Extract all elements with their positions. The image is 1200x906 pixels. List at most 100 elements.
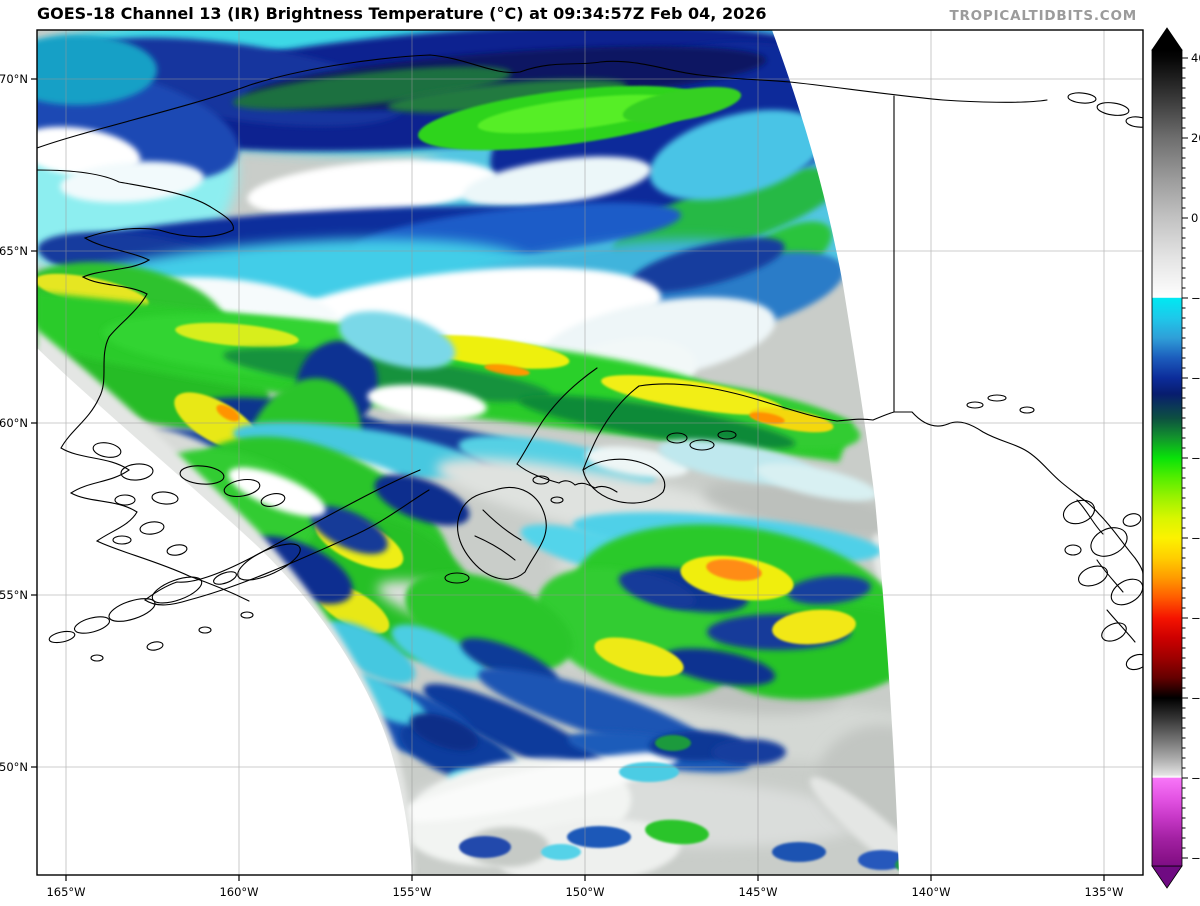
colorbar-tick-label: −70	[1191, 691, 1200, 705]
island-outline	[1090, 527, 1128, 557]
y-tick-label: 65°N	[0, 244, 28, 258]
satellite-imagery-map	[36, 29, 1144, 876]
cloud-blob	[567, 826, 631, 848]
island-outline	[1064, 544, 1082, 556]
island-outline	[48, 630, 76, 644]
cloud-blob	[462, 156, 652, 208]
island-outline	[114, 494, 136, 506]
axis-ticks-and-labels: 165°W 160°W 155°W 150°W 145°W 140°W 135°W 70°N 6…	[0, 72, 1124, 899]
island-outline	[223, 478, 261, 498]
island-outline	[198, 626, 212, 634]
cloud-blob	[338, 311, 456, 369]
latlon-grid	[37, 30, 1143, 875]
cloud-blob	[216, 404, 240, 422]
cloud-blob	[367, 384, 487, 420]
island-outline	[237, 543, 301, 581]
cloud-blob	[756, 463, 878, 501]
coastlines	[37, 54, 1143, 671]
cloud-blob	[409, 713, 479, 751]
island-outline	[92, 442, 122, 458]
island-outline	[1110, 578, 1143, 606]
x-axis: 165°W 160°W 155°W 150°W 145°W 140°W 135°W	[46, 875, 1124, 899]
colorbar-tick-label: −60	[1191, 611, 1200, 625]
island-outline	[139, 521, 165, 535]
cloud-blob	[233, 422, 481, 478]
cloud-blob	[484, 364, 530, 376]
colorbar: 40 20 0 −20 −30 −40 −50 −60 −70 −80 −90	[1151, 27, 1200, 889]
coastline	[516, 463, 618, 493]
x-tick-label: 135°W	[1084, 885, 1123, 899]
cloud-blob	[232, 66, 512, 110]
colorbar-tick-labels: 40 20 0 −20 −30 −40 −50 −60 −70 −80 −90	[1191, 51, 1200, 865]
page-title: GOES-18 Channel 13 (IR) Brightness Tempe…	[37, 4, 767, 23]
colorbar-tick-label: −90	[1191, 851, 1200, 865]
island-outline	[666, 432, 688, 444]
lake-outline	[1019, 406, 1035, 414]
island-outline	[1096, 102, 1130, 116]
cloud-blob	[175, 322, 299, 348]
island-outline	[1125, 116, 1143, 128]
colorbar-gradient	[1151, 49, 1183, 867]
island-outline	[717, 430, 737, 440]
cloud-blob	[414, 335, 570, 369]
x-tick-label: 160°W	[219, 885, 258, 899]
colorbar-tick-label: 0	[1191, 211, 1198, 225]
y-tick-label: 60°N	[0, 416, 28, 430]
island-outline	[444, 572, 470, 584]
cloud-blob	[649, 109, 825, 201]
cloud-blob	[618, 571, 696, 609]
cloud-blob	[477, 668, 717, 756]
cloud-blob	[459, 836, 511, 858]
coastline	[457, 486, 547, 580]
cloud-blob	[712, 739, 786, 765]
coastline	[582, 458, 666, 504]
colorbar-bottom-arrow	[1151, 865, 1183, 889]
island-outline	[1122, 513, 1142, 527]
coastline	[474, 535, 516, 561]
cloud-blob	[322, 620, 416, 684]
island-outline	[73, 616, 111, 634]
cloud-field	[37, 30, 992, 875]
island-outline	[146, 641, 164, 651]
coastline	[37, 169, 250, 602]
coastline	[638, 383, 1143, 575]
island-outline	[260, 493, 286, 507]
cloud-blob	[655, 735, 691, 751]
cloud-blob	[619, 762, 679, 782]
cloud-blob	[645, 819, 709, 845]
island-outline	[108, 598, 156, 622]
y-tick-label: 50°N	[0, 760, 28, 774]
cloud-blob	[594, 637, 684, 677]
cloud-blob	[310, 505, 388, 555]
x-tick-label: 165°W	[46, 885, 85, 899]
colorbar-tick-label: 20	[1191, 131, 1200, 145]
cloud-blob	[387, 79, 627, 113]
island-outline	[532, 475, 550, 485]
y-axis: 70°N 65°N 60°N 55°N 50°N	[0, 72, 37, 774]
cloud-blob	[247, 159, 497, 217]
cloud-blob	[706, 559, 762, 581]
coastline	[482, 509, 522, 541]
coastline	[582, 385, 640, 471]
y-tick-label: 70°N	[0, 72, 28, 86]
colorbar-tick-label: −50	[1191, 531, 1200, 545]
x-tick-label: 155°W	[392, 885, 431, 899]
colorbar-tick-label: 40	[1191, 51, 1200, 65]
cloud-blob	[662, 648, 776, 686]
island-outline	[1101, 622, 1127, 642]
coastline	[516, 367, 598, 465]
island-outline	[90, 654, 104, 662]
x-tick-label: 140°W	[911, 885, 950, 899]
cloud-blob	[772, 842, 826, 862]
scan-edge-wedge	[772, 30, 1143, 875]
cloud-blob	[541, 844, 581, 860]
cloud-blob	[787, 575, 871, 605]
lake-outline	[966, 401, 984, 409]
island-outline	[1062, 499, 1096, 525]
coastline	[144, 469, 430, 606]
colorbar-ticks	[1182, 57, 1188, 859]
x-tick-label: 145°W	[738, 885, 777, 899]
colorbar-tick-label: −30	[1191, 371, 1200, 385]
cloud-blob	[622, 86, 742, 124]
